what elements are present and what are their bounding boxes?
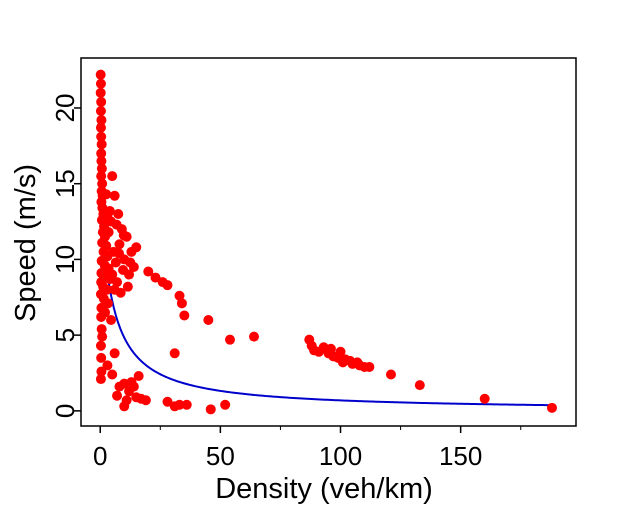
data-point <box>95 87 106 98</box>
plot-frame <box>80 57 577 427</box>
data-point <box>95 122 106 133</box>
data-point <box>96 171 107 182</box>
data-point <box>112 277 123 288</box>
y-axis-label: Speed (m/s) <box>10 164 42 322</box>
y-tick-label: 15 <box>50 169 80 198</box>
data-point <box>121 395 132 406</box>
data-point <box>113 248 124 259</box>
data-point <box>107 369 118 380</box>
y-tick-label: 20 <box>50 94 80 123</box>
data-point <box>131 242 142 253</box>
data-point <box>546 402 557 413</box>
data-point <box>96 155 107 166</box>
x-axis-ticks: 0 50 100 150 <box>93 426 522 471</box>
data-point <box>364 361 375 372</box>
data-point <box>143 266 154 277</box>
data-point <box>128 381 139 392</box>
data-point <box>115 287 126 298</box>
data-point <box>102 360 113 371</box>
data-point <box>325 343 336 354</box>
data-point <box>335 346 346 357</box>
data-point <box>107 171 118 182</box>
data-point <box>111 219 122 230</box>
x-tick-label: 100 <box>319 441 362 471</box>
data-point <box>112 390 123 401</box>
data-point <box>96 115 107 126</box>
data-point <box>106 314 117 325</box>
data-point <box>96 139 107 150</box>
data-point <box>96 163 107 174</box>
data-point <box>97 331 108 342</box>
y-axis-ticks: 0 5 10 15 20 <box>50 94 81 418</box>
data-point <box>113 208 124 219</box>
data-point <box>385 369 396 380</box>
data-point <box>95 69 106 80</box>
data-point <box>107 269 118 280</box>
x-axis-label: Density (veh/km) <box>215 473 433 505</box>
data-point <box>479 393 490 404</box>
data-point <box>224 334 235 345</box>
data-point <box>102 210 113 221</box>
data-point <box>97 178 108 189</box>
data-point <box>101 189 112 200</box>
data-point <box>110 257 121 268</box>
data-point <box>414 380 425 391</box>
y-tick-label: 10 <box>50 245 80 274</box>
data-point <box>174 399 185 410</box>
fit-curve-line <box>99 191 550 407</box>
data-point <box>169 348 180 359</box>
data-point <box>220 399 231 410</box>
data-point <box>109 348 120 359</box>
x-tick-label: 150 <box>439 441 482 471</box>
fit-curve-layer <box>99 191 550 407</box>
data-point <box>176 298 187 309</box>
x-tick-label: 50 <box>206 441 235 471</box>
data-point <box>181 399 192 410</box>
data-point <box>122 281 133 292</box>
data-point <box>140 395 151 406</box>
data-point <box>95 78 106 89</box>
data-point <box>96 324 107 335</box>
data-point <box>96 352 107 363</box>
data-point <box>95 374 106 385</box>
data-point <box>205 404 216 415</box>
data-point <box>103 227 114 238</box>
data-point <box>162 280 173 291</box>
data-point <box>114 239 125 250</box>
data-point <box>125 257 136 268</box>
y-tick-label: 5 <box>50 328 80 342</box>
data-point <box>118 230 129 241</box>
data-point <box>162 396 173 407</box>
x-tick-label: 0 <box>93 441 107 471</box>
data-point <box>174 290 185 301</box>
data-point <box>109 190 120 201</box>
data-point <box>96 131 107 142</box>
data-point <box>179 310 190 321</box>
data-point <box>133 371 144 382</box>
data-point <box>124 269 135 280</box>
data-point <box>95 106 106 116</box>
scatter-points-layer <box>95 69 557 415</box>
data-point <box>96 148 107 159</box>
data-point <box>96 311 107 322</box>
data-point <box>249 331 260 342</box>
data-point <box>203 314 214 325</box>
data-point <box>96 96 107 107</box>
data-point <box>95 340 106 351</box>
data-point <box>150 272 161 283</box>
y-tick-label: 0 <box>50 404 80 418</box>
